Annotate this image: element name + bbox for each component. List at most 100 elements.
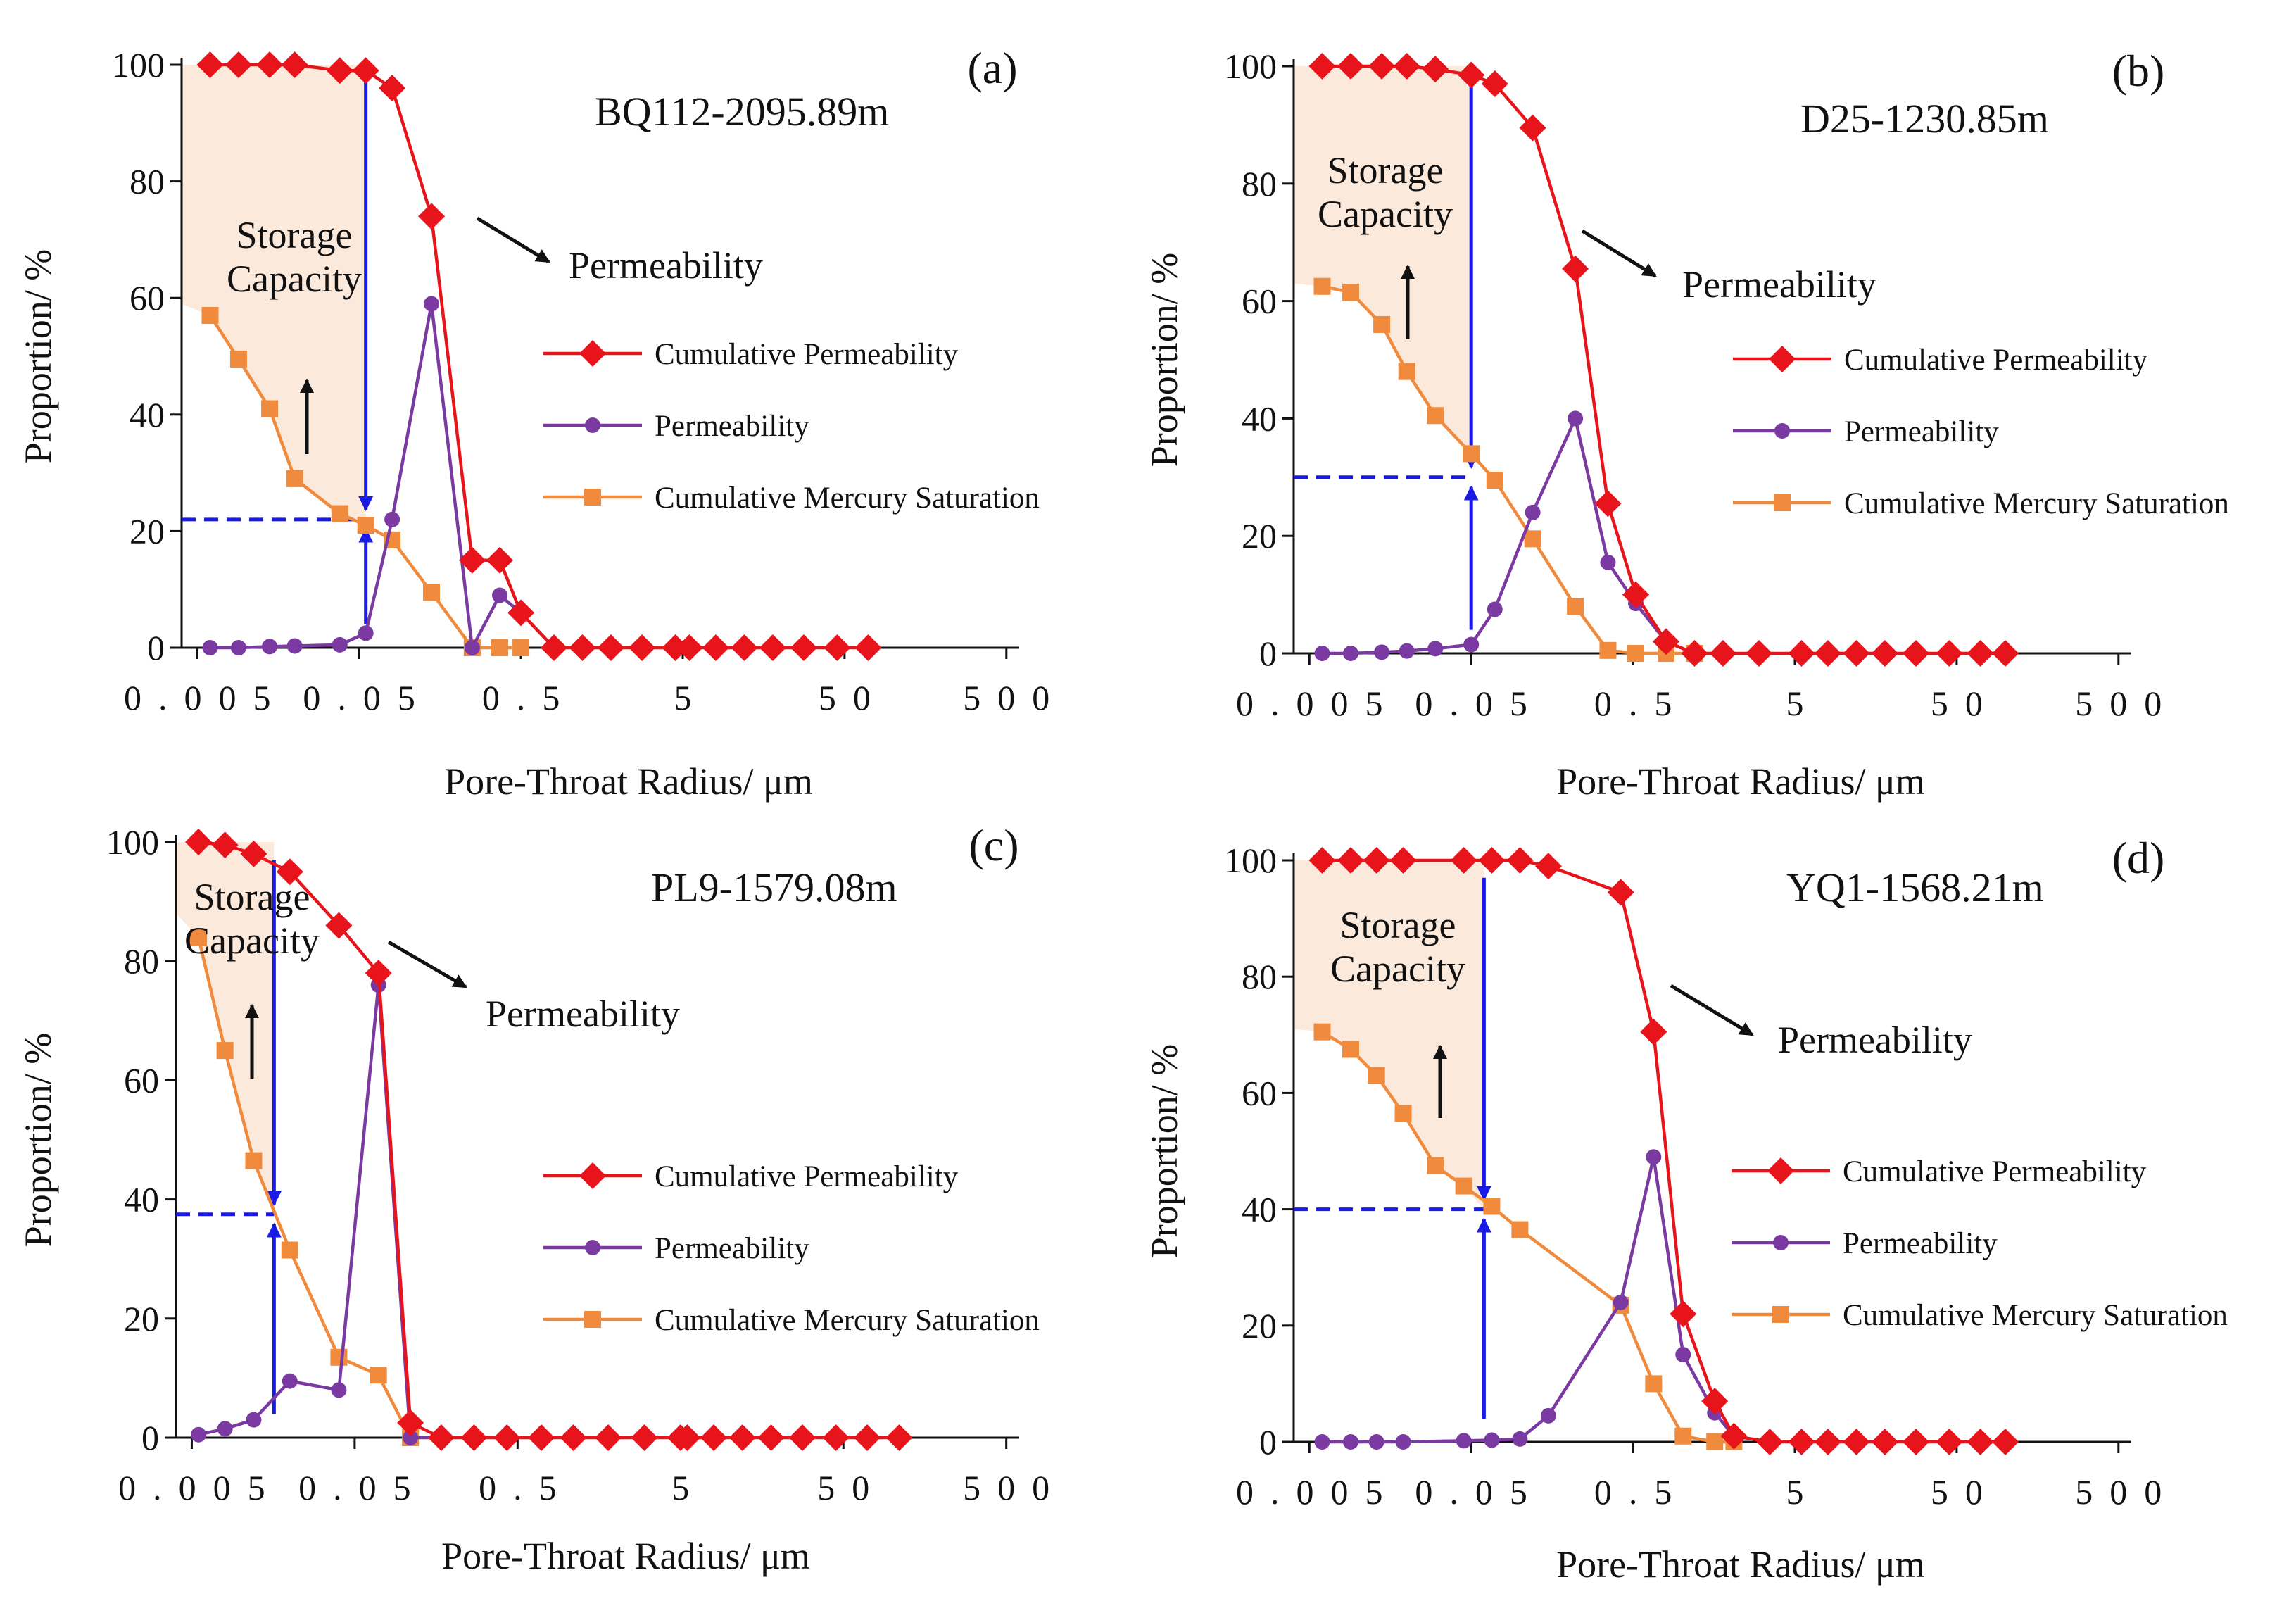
diamond-marker <box>1992 1429 2019 1455</box>
storage-capacity-region <box>182 65 366 526</box>
sample-id: PL9-1579.08m <box>651 865 897 910</box>
diamond-marker <box>225 51 252 78</box>
diamond-marker <box>1903 640 1930 667</box>
diamond-marker <box>1670 1300 1697 1328</box>
circle-marker <box>1314 1434 1330 1450</box>
diamond-marker <box>757 1424 785 1451</box>
series-cumulative-mercury-saturation <box>1313 277 1703 662</box>
panel-c: 0 20 40 60 80 100 0.005 0.05 0.5 5 50 500 Proportion… <box>17 820 1049 1577</box>
storage-capacity-region <box>1294 66 1472 477</box>
permeability-label: Permeability <box>569 244 763 287</box>
circle-marker <box>191 1426 207 1443</box>
circle-marker <box>286 638 303 654</box>
square-marker <box>1368 1067 1385 1084</box>
diamond-marker <box>1640 1018 1667 1046</box>
storage-label-line2: Capacity <box>1318 193 1453 235</box>
diamond-marker <box>885 1424 913 1451</box>
diamond-marker <box>1478 847 1506 874</box>
legend-circle-marker <box>585 417 600 433</box>
y-tick-label: 40 <box>1242 398 1277 438</box>
legend-diamond-marker <box>579 340 606 367</box>
series-permeability <box>1314 1149 1742 1450</box>
y-tick-label: 80 <box>124 941 159 981</box>
y-tick-label: 60 <box>1242 1073 1277 1112</box>
diamond-marker <box>1936 640 1963 667</box>
y-tick-label: 40 <box>1242 1190 1277 1229</box>
diamond-marker <box>1814 640 1841 667</box>
y-tick-label: 20 <box>1242 516 1277 555</box>
x-tick-label: 500 <box>2075 1472 2178 1512</box>
storage-label-line2: Capacity <box>184 919 320 962</box>
permeability-label: Permeability <box>486 993 680 1035</box>
diamond-marker <box>1422 56 1449 83</box>
circle-marker <box>1399 643 1415 659</box>
diamond-marker <box>790 634 818 661</box>
circle-marker <box>1463 636 1480 653</box>
legend: Cumulative Permeability Permeability Cumul… <box>543 338 1040 515</box>
y-tick-label: 80 <box>130 162 165 201</box>
diamond-marker <box>1681 640 1708 667</box>
x-axis-title: Pore-Throat Radius/ μm <box>1556 760 1925 803</box>
diamond-marker <box>631 1424 658 1451</box>
x-axis-title: Pore-Throat Radius/ μm <box>441 1535 810 1577</box>
series-cumulative-mercury-saturation <box>190 929 420 1446</box>
y-tick-label: 60 <box>124 1060 159 1100</box>
legend-square-marker <box>584 489 601 506</box>
storage-capacity-region <box>1294 860 1484 1210</box>
circle-marker <box>331 1382 347 1398</box>
diamond-marker <box>460 1424 488 1451</box>
diamond-marker <box>1363 847 1390 874</box>
square-marker <box>1511 1221 1529 1238</box>
series-cumulative-permeability <box>185 829 913 1451</box>
y-axis-title: Proportion/ % <box>17 249 59 464</box>
x-tick-label: 0.005 <box>1236 1472 1400 1512</box>
circle-marker <box>1374 644 1390 660</box>
diamond-marker <box>1788 640 1815 667</box>
diamond-marker <box>276 858 303 886</box>
x-tick-label: 500 <box>2075 684 2178 723</box>
diamond-marker <box>1871 1429 1898 1455</box>
x-tick-label: 50 <box>817 1468 886 1507</box>
legend-circle-marker <box>1774 423 1790 439</box>
circle-marker <box>262 639 278 655</box>
diamond-marker <box>541 634 568 661</box>
diamond-marker <box>700 1424 728 1451</box>
permeability-label: Permeability <box>1778 1019 1972 1061</box>
circle-marker <box>403 1430 419 1445</box>
diamond-marker <box>417 203 445 230</box>
square-marker <box>491 639 509 656</box>
diamond-marker <box>731 634 758 661</box>
square-marker <box>281 1241 298 1259</box>
circle-marker <box>464 640 480 655</box>
diamond-marker <box>1788 1429 1815 1455</box>
series-line <box>1322 858 2006 1444</box>
diamond-marker <box>486 546 514 574</box>
y-tick-label: 20 <box>130 511 165 551</box>
permeability-arrow <box>1581 229 1657 278</box>
diamond-marker <box>569 634 596 661</box>
square-marker <box>331 505 348 522</box>
diamond-marker <box>1562 255 1589 282</box>
diamond-marker <box>674 1424 701 1451</box>
diamond-marker <box>1607 879 1634 906</box>
diamond-marker <box>1967 640 1994 667</box>
y-tick-label: 20 <box>1242 1306 1277 1345</box>
circle-marker <box>358 625 374 641</box>
y-tick-label: 80 <box>1242 957 1277 996</box>
x-tick-label: 0.5 <box>479 1468 574 1507</box>
sample-id: BQ112-2095.89m <box>595 89 889 134</box>
storage-label-line2: Capacity <box>227 258 362 300</box>
diamond-marker <box>1967 1429 1994 1455</box>
y-tick-label: 0 <box>141 1418 159 1457</box>
x-tick-label: 50 <box>819 678 888 717</box>
square-marker <box>1706 1433 1724 1450</box>
legend-label: Cumulative Mercury Saturation <box>655 482 1040 515</box>
diamond-marker <box>629 634 656 661</box>
diamond-marker <box>1368 53 1396 80</box>
x-tick-label: 5 <box>671 1468 706 1507</box>
storage-label-line1: Storage <box>236 214 353 256</box>
legend-circle-marker <box>1773 1235 1789 1250</box>
y-axis-title: Proportion/ % <box>1143 1044 1185 1259</box>
circle-marker <box>1675 1347 1691 1363</box>
circle-marker <box>1525 504 1541 520</box>
